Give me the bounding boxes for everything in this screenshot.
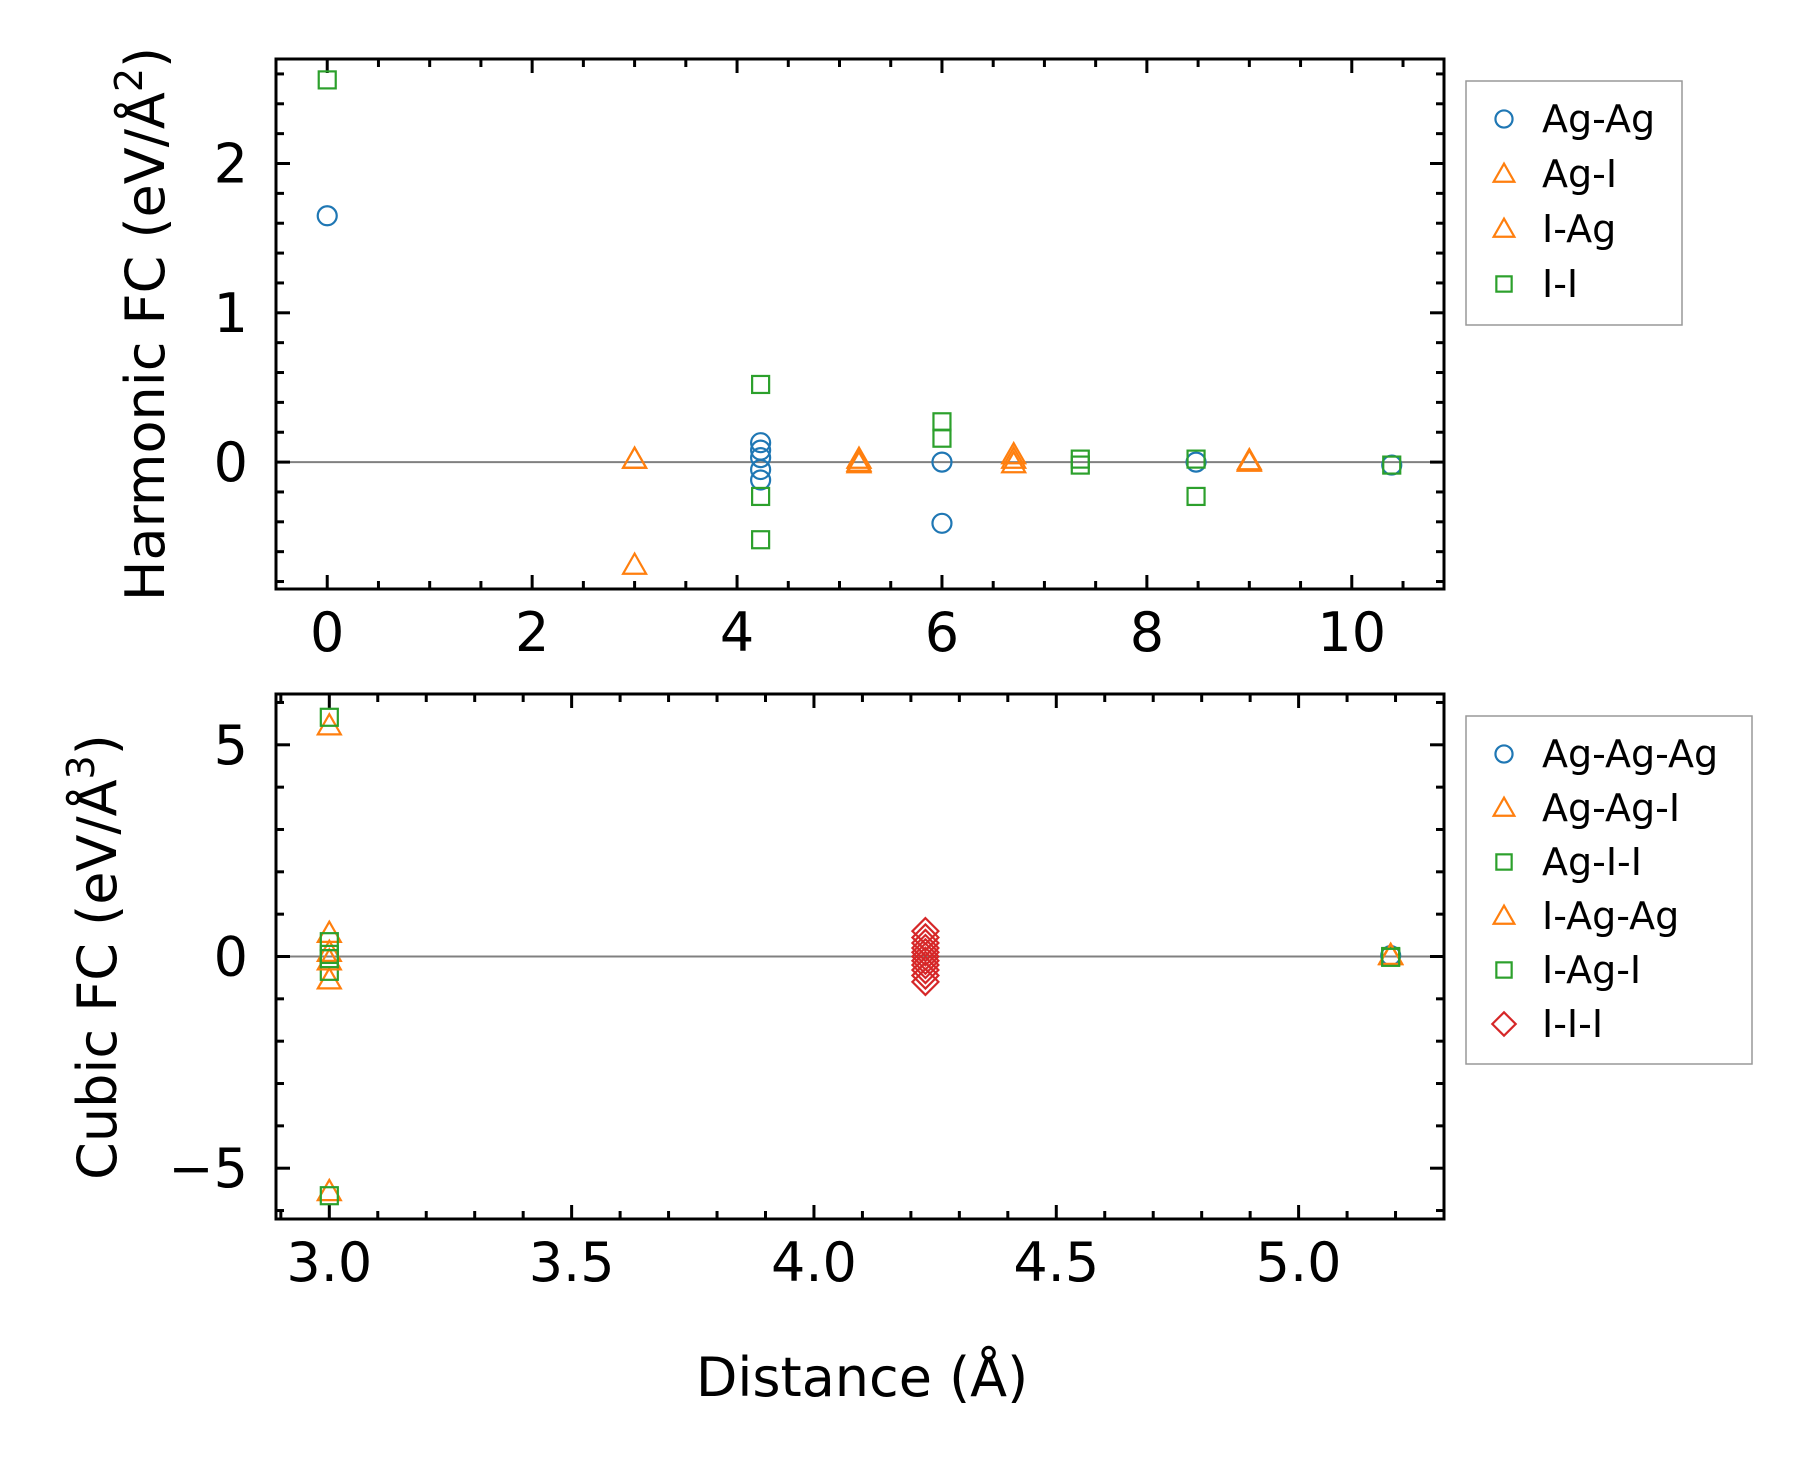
data-point: [621, 551, 648, 575]
data-point: [1000, 440, 1028, 465]
legend-marker: [1495, 275, 1513, 293]
series-I-I: [317, 70, 1402, 550]
data-point: [319, 1186, 339, 1206]
data-point: [751, 486, 771, 507]
legend-label: I-I-I: [1542, 1002, 1603, 1046]
data-point: [315, 966, 343, 990]
harmonic-points: [316, 70, 1403, 575]
x-tick-label: 2: [515, 601, 549, 664]
data-point: [910, 967, 940, 997]
data-point: [750, 469, 772, 491]
data-point: [1000, 445, 1028, 469]
data-point: [317, 70, 337, 90]
legend-label: I-Ag: [1542, 207, 1616, 251]
legend-label: I-I: [1542, 262, 1578, 306]
harmonic-legend: Ag-Ag Ag-I I-Ag I-I: [1465, 80, 1683, 326]
legend-marker: [1495, 961, 1513, 979]
x-tick-label: 10: [1317, 601, 1386, 664]
harmonic-frame: [274, 57, 1446, 591]
data-point: [1377, 941, 1405, 966]
x-tick-label: 3.5: [529, 1231, 615, 1294]
legend-label: Ag-Ag-Ag: [1542, 732, 1718, 776]
y-tick-label: 2: [214, 133, 248, 196]
x-tick-label: 5.0: [1256, 1231, 1342, 1294]
data-point: [751, 530, 771, 550]
x-tick-label: 0: [310, 601, 344, 664]
data-point: [845, 448, 873, 472]
legend-marker: [1490, 1010, 1518, 1038]
data-point: [1235, 446, 1263, 471]
cubic-legend: Ag-Ag-Ag Ag-Ag-I Ag-I-I I-Ag-Ag I-Ag-I I-I-I: [1465, 715, 1753, 1065]
y-tick-label: 0: [214, 926, 248, 989]
legend-marker: [1491, 216, 1517, 238]
legend-label: Ag-Ag: [1542, 97, 1655, 141]
series-Ag-Ag: [316, 205, 1403, 534]
y-tick-label: 0: [214, 431, 248, 494]
x-tick-label: 4.0: [771, 1231, 857, 1294]
legend-frame: [1465, 715, 1753, 1065]
legend-label: Ag-I: [1542, 152, 1617, 196]
data-point: [751, 374, 771, 395]
data-point: [319, 707, 339, 727]
legend-label: Ag-I-I: [1542, 840, 1642, 884]
data-point: [910, 960, 940, 991]
harmonic-panel: 0 2 4 6 8 10 0 1 2 Harmonic FC (eV/Å2) Ag-Ag Ag-I…: [107, 47, 1683, 664]
legend-label: I-Ag-Ag: [1542, 894, 1679, 938]
data-point: [315, 712, 343, 736]
data-point: [910, 937, 940, 967]
cubic-ylabel: Cubic FC (eV/Å3): [59, 734, 129, 1180]
data-point: [750, 458, 772, 481]
x-axis-title: Distance (Å): [696, 1345, 1028, 1409]
series-I-Ag: [621, 445, 1263, 472]
harmonic-ticks: 0 2 4 6 8 10 0 1 2: [214, 59, 1444, 664]
x-tick-label: 8: [1130, 601, 1164, 664]
legend-frame: [1465, 80, 1683, 326]
harmonic-ylabel: Harmonic FC (eV/Å2): [107, 47, 177, 601]
data-point: [931, 451, 953, 473]
data-point: [910, 946, 940, 976]
data-point: [750, 432, 772, 454]
data-point: [1000, 449, 1028, 474]
legend-marker: [1491, 903, 1517, 925]
legend-marker: [1494, 109, 1514, 129]
x-tick-label: 3.0: [286, 1231, 372, 1294]
data-point: [1186, 449, 1206, 469]
data-point: [845, 445, 873, 469]
data-point: [621, 445, 648, 469]
y-tick-label: −5: [168, 1137, 248, 1200]
data-point: [1382, 455, 1402, 475]
cubic-points: [315, 707, 1405, 1206]
cubic-frame: [274, 692, 1446, 1221]
x-tick-label: 6: [925, 601, 959, 664]
data-point: [315, 947, 343, 971]
y-tick-label: 1: [214, 282, 248, 345]
data-point: [1381, 947, 1401, 967]
y-tick-label: 5: [214, 714, 248, 777]
data-point: [910, 955, 940, 985]
legend-label: Ag-Ag-I: [1542, 786, 1680, 830]
data-point: [1186, 486, 1206, 507]
x-tick-label: 4: [720, 601, 754, 664]
x-tick-label: 4.5: [1013, 1231, 1099, 1294]
data-point: [316, 205, 338, 227]
data-point: [931, 512, 953, 534]
legend-marker: [1494, 744, 1514, 764]
series-I-Ag-I: [319, 944, 1401, 969]
legend-label: I-Ag-I: [1542, 948, 1641, 992]
data-point: [1070, 455, 1090, 475]
legend-marker: [1491, 161, 1517, 183]
series-I-I-I: [910, 916, 940, 997]
data-point: [319, 949, 339, 969]
legend-marker: [1491, 795, 1517, 817]
data-point: [315, 1177, 343, 1202]
data-point: [750, 447, 772, 469]
legend-marker: [1495, 853, 1513, 871]
cubic-panel: 3.0 3.5 4.0 4.5 5.0 −5 0 5 Cubic FC (eV/Å3) Dis…: [59, 692, 1753, 1409]
data-point: [932, 428, 952, 448]
data-point: [910, 950, 940, 980]
